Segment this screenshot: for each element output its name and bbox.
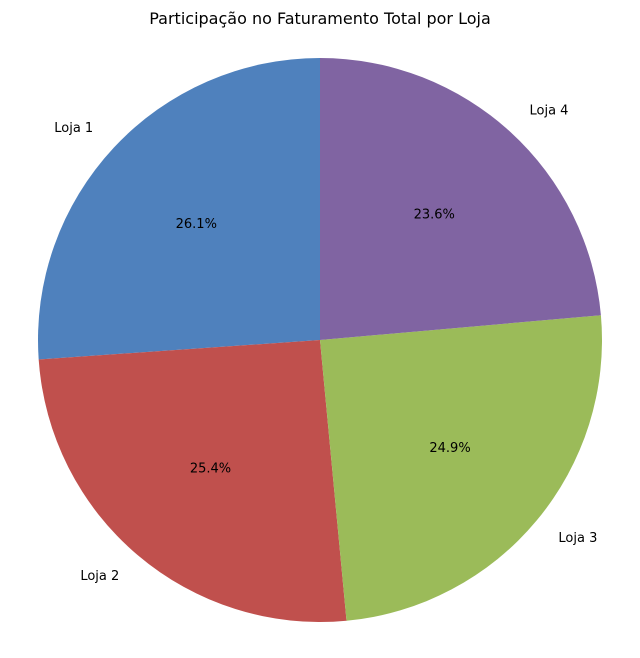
pie-slice-2: [38, 340, 347, 622]
pie-slice-1: [38, 58, 321, 360]
pie-slice-4: [320, 58, 601, 340]
slice-percent-label-3: 24.9%: [429, 441, 470, 456]
slice-category-label-1: Loja 1: [54, 121, 93, 136]
slice-category-label-3: Loja 3: [558, 531, 597, 546]
pie-labels: Loja 1 26.1% Loja 2 25.4% Loja 3 24.9% Loja 4 2…: [54, 104, 597, 584]
pie-slice-3: [320, 315, 602, 621]
chart-title: Participação no Faturamento Total por Lo…: [149, 9, 491, 28]
pie-slices: [38, 58, 602, 622]
slice-category-label-4: Loja 4: [529, 104, 568, 119]
slice-percent-label-2: 25.4%: [190, 462, 231, 477]
slice-category-label-2: Loja 2: [80, 569, 119, 584]
slice-percent-label-4: 23.6%: [414, 208, 455, 223]
slice-percent-label-1: 26.1%: [176, 217, 217, 232]
